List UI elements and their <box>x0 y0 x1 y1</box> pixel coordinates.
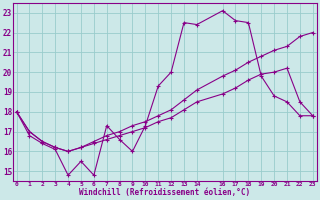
X-axis label: Windchill (Refroidissement éolien,°C): Windchill (Refroidissement éolien,°C) <box>79 188 250 197</box>
